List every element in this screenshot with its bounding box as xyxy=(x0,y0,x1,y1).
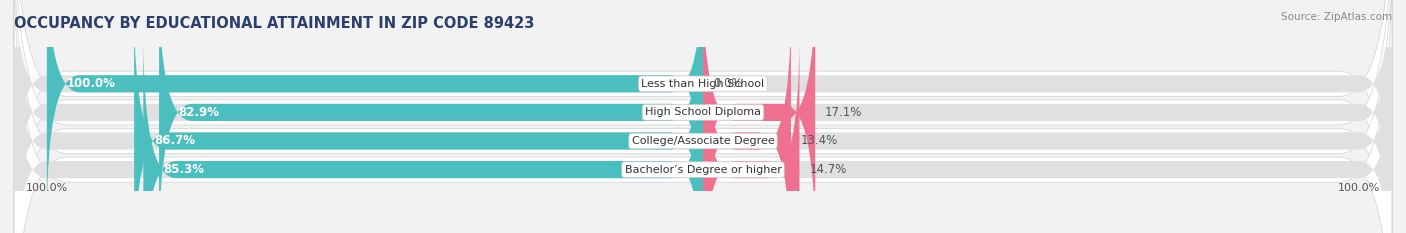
FancyBboxPatch shape xyxy=(703,7,792,233)
Text: 100.0%: 100.0% xyxy=(1339,183,1381,193)
Text: Bachelor’s Degree or higher: Bachelor’s Degree or higher xyxy=(624,164,782,175)
FancyBboxPatch shape xyxy=(14,0,1392,233)
FancyBboxPatch shape xyxy=(14,35,1392,233)
Text: 85.3%: 85.3% xyxy=(163,163,204,176)
Text: College/Associate Degree: College/Associate Degree xyxy=(631,136,775,146)
Text: 17.1%: 17.1% xyxy=(825,106,862,119)
FancyBboxPatch shape xyxy=(14,0,1392,233)
Text: 13.4%: 13.4% xyxy=(801,134,838,147)
Text: OCCUPANCY BY EDUCATIONAL ATTAINMENT IN ZIP CODE 89423: OCCUPANCY BY EDUCATIONAL ATTAINMENT IN Z… xyxy=(14,16,534,31)
FancyBboxPatch shape xyxy=(14,7,1392,233)
FancyBboxPatch shape xyxy=(159,0,703,233)
FancyBboxPatch shape xyxy=(14,0,1392,233)
Text: 86.7%: 86.7% xyxy=(153,134,195,147)
FancyBboxPatch shape xyxy=(703,35,800,233)
Text: 14.7%: 14.7% xyxy=(810,163,846,176)
FancyBboxPatch shape xyxy=(14,0,1392,233)
Text: High School Diploma: High School Diploma xyxy=(645,107,761,117)
Text: 100.0%: 100.0% xyxy=(25,183,67,193)
Text: 100.0%: 100.0% xyxy=(66,77,115,90)
FancyBboxPatch shape xyxy=(46,0,703,218)
FancyBboxPatch shape xyxy=(703,0,815,233)
Text: 82.9%: 82.9% xyxy=(179,106,219,119)
FancyBboxPatch shape xyxy=(14,0,1392,233)
FancyBboxPatch shape xyxy=(14,0,1392,218)
Text: 0.0%: 0.0% xyxy=(713,77,742,90)
FancyBboxPatch shape xyxy=(134,7,703,233)
Text: Source: ZipAtlas.com: Source: ZipAtlas.com xyxy=(1281,12,1392,22)
FancyBboxPatch shape xyxy=(143,35,703,233)
Text: Less than High School: Less than High School xyxy=(641,79,765,89)
